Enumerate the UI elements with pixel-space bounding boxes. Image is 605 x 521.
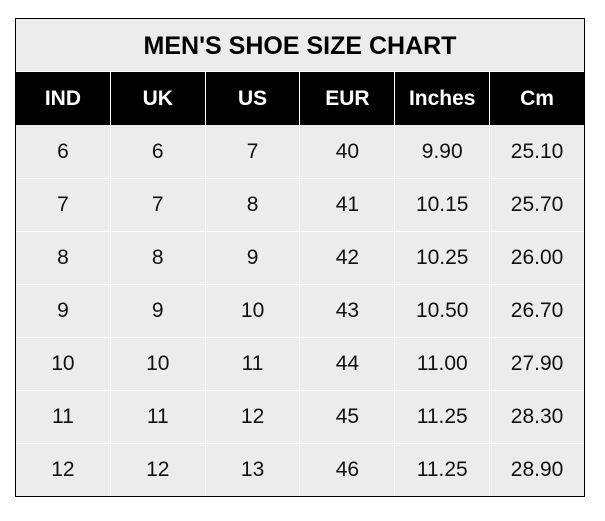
cell-ind: 9 bbox=[16, 284, 111, 337]
table-title: MEN'S SHOE SIZE CHART bbox=[16, 19, 584, 72]
cell-uk: 10 bbox=[110, 337, 206, 390]
cell-eur: 41 bbox=[300, 178, 396, 231]
cell-ind: 11 bbox=[16, 390, 111, 443]
cell-inches: 10.15 bbox=[395, 178, 491, 231]
cell-uk: 6 bbox=[111, 125, 206, 178]
cell-eur: 42 bbox=[300, 231, 396, 284]
shoe-size-table: MEN'S SHOE SIZE CHART IND UK US EUR Inches Cm… bbox=[15, 18, 585, 497]
column-header-eur: EUR bbox=[300, 72, 396, 125]
cell-us: 13 bbox=[205, 443, 301, 496]
cell-uk: 7 bbox=[110, 178, 206, 231]
column-header-cm: Cm bbox=[520, 86, 554, 110]
table-row: 10 10 11 44 11.00 27.90 bbox=[16, 337, 584, 390]
cell-cm: 25.70 bbox=[490, 178, 584, 231]
cell-cm: 27.90 bbox=[490, 337, 584, 390]
cell-inches: 9.90 bbox=[395, 125, 491, 178]
cell-us: 11 bbox=[205, 337, 301, 390]
cell-cm: 28.30 bbox=[490, 390, 584, 443]
cell-us: 7 bbox=[206, 125, 301, 178]
cell-ind: 8 bbox=[16, 231, 111, 284]
cell-uk: 12 bbox=[110, 443, 206, 496]
cell-cm: 26.00 bbox=[490, 231, 584, 284]
cell-inches: 11.25 bbox=[395, 443, 491, 496]
cell-us: 9 bbox=[205, 231, 301, 284]
cell-eur: 46 bbox=[300, 443, 396, 496]
cell-us: 12 bbox=[205, 390, 301, 443]
cell-eur: 43 bbox=[300, 284, 396, 337]
header-row: IND UK US EUR Inches Cm bbox=[16, 72, 584, 125]
cell-inches: 10.25 bbox=[395, 231, 491, 284]
column-header-us: US bbox=[206, 72, 301, 125]
cell-us: 8 bbox=[205, 178, 301, 231]
column-header-uk: UK bbox=[111, 72, 206, 125]
table-row: 9 9 10 43 10.50 26.70 bbox=[16, 284, 584, 337]
cell-cm: 25.10 bbox=[510, 139, 564, 163]
column-header-inches: Inches bbox=[395, 72, 491, 125]
table-body: 6 6 7 40 9.90 25.10 7 7 8 41 10.15 25.70 8 8 9 42 10.25 2… bbox=[16, 125, 584, 496]
cell-eur: 45 bbox=[300, 390, 396, 443]
cell-inches: 11.00 bbox=[395, 337, 491, 390]
cell-us: 10 bbox=[205, 284, 301, 337]
cell-uk: 11 bbox=[110, 390, 206, 443]
cell-cm: 28.90 bbox=[490, 443, 584, 496]
cell-uk: 8 bbox=[110, 231, 206, 284]
cell-inches: 11.25 bbox=[395, 390, 491, 443]
cell-ind: 10 bbox=[16, 337, 111, 390]
cell-ind: 7 bbox=[16, 178, 111, 231]
cell-uk: 9 bbox=[110, 284, 206, 337]
cell-cm: 26.70 bbox=[490, 284, 584, 337]
table-row: 8 8 9 42 10.25 26.00 bbox=[16, 231, 584, 284]
cell-eur: 44 bbox=[300, 337, 396, 390]
cell-ind: 12 bbox=[16, 443, 111, 496]
column-header-ind: IND bbox=[16, 72, 111, 125]
cell-eur: 40 bbox=[300, 125, 396, 178]
table-row: 6 6 7 40 9.90 25.10 bbox=[16, 125, 584, 178]
table-row: 12 12 13 46 11.25 28.90 bbox=[16, 443, 584, 496]
cell-inches: 10.50 bbox=[395, 284, 491, 337]
table-row: 7 7 8 41 10.15 25.70 bbox=[16, 178, 584, 231]
cell-ind: 6 bbox=[16, 125, 111, 178]
table-row: 11 11 12 45 11.25 28.30 bbox=[16, 390, 584, 443]
